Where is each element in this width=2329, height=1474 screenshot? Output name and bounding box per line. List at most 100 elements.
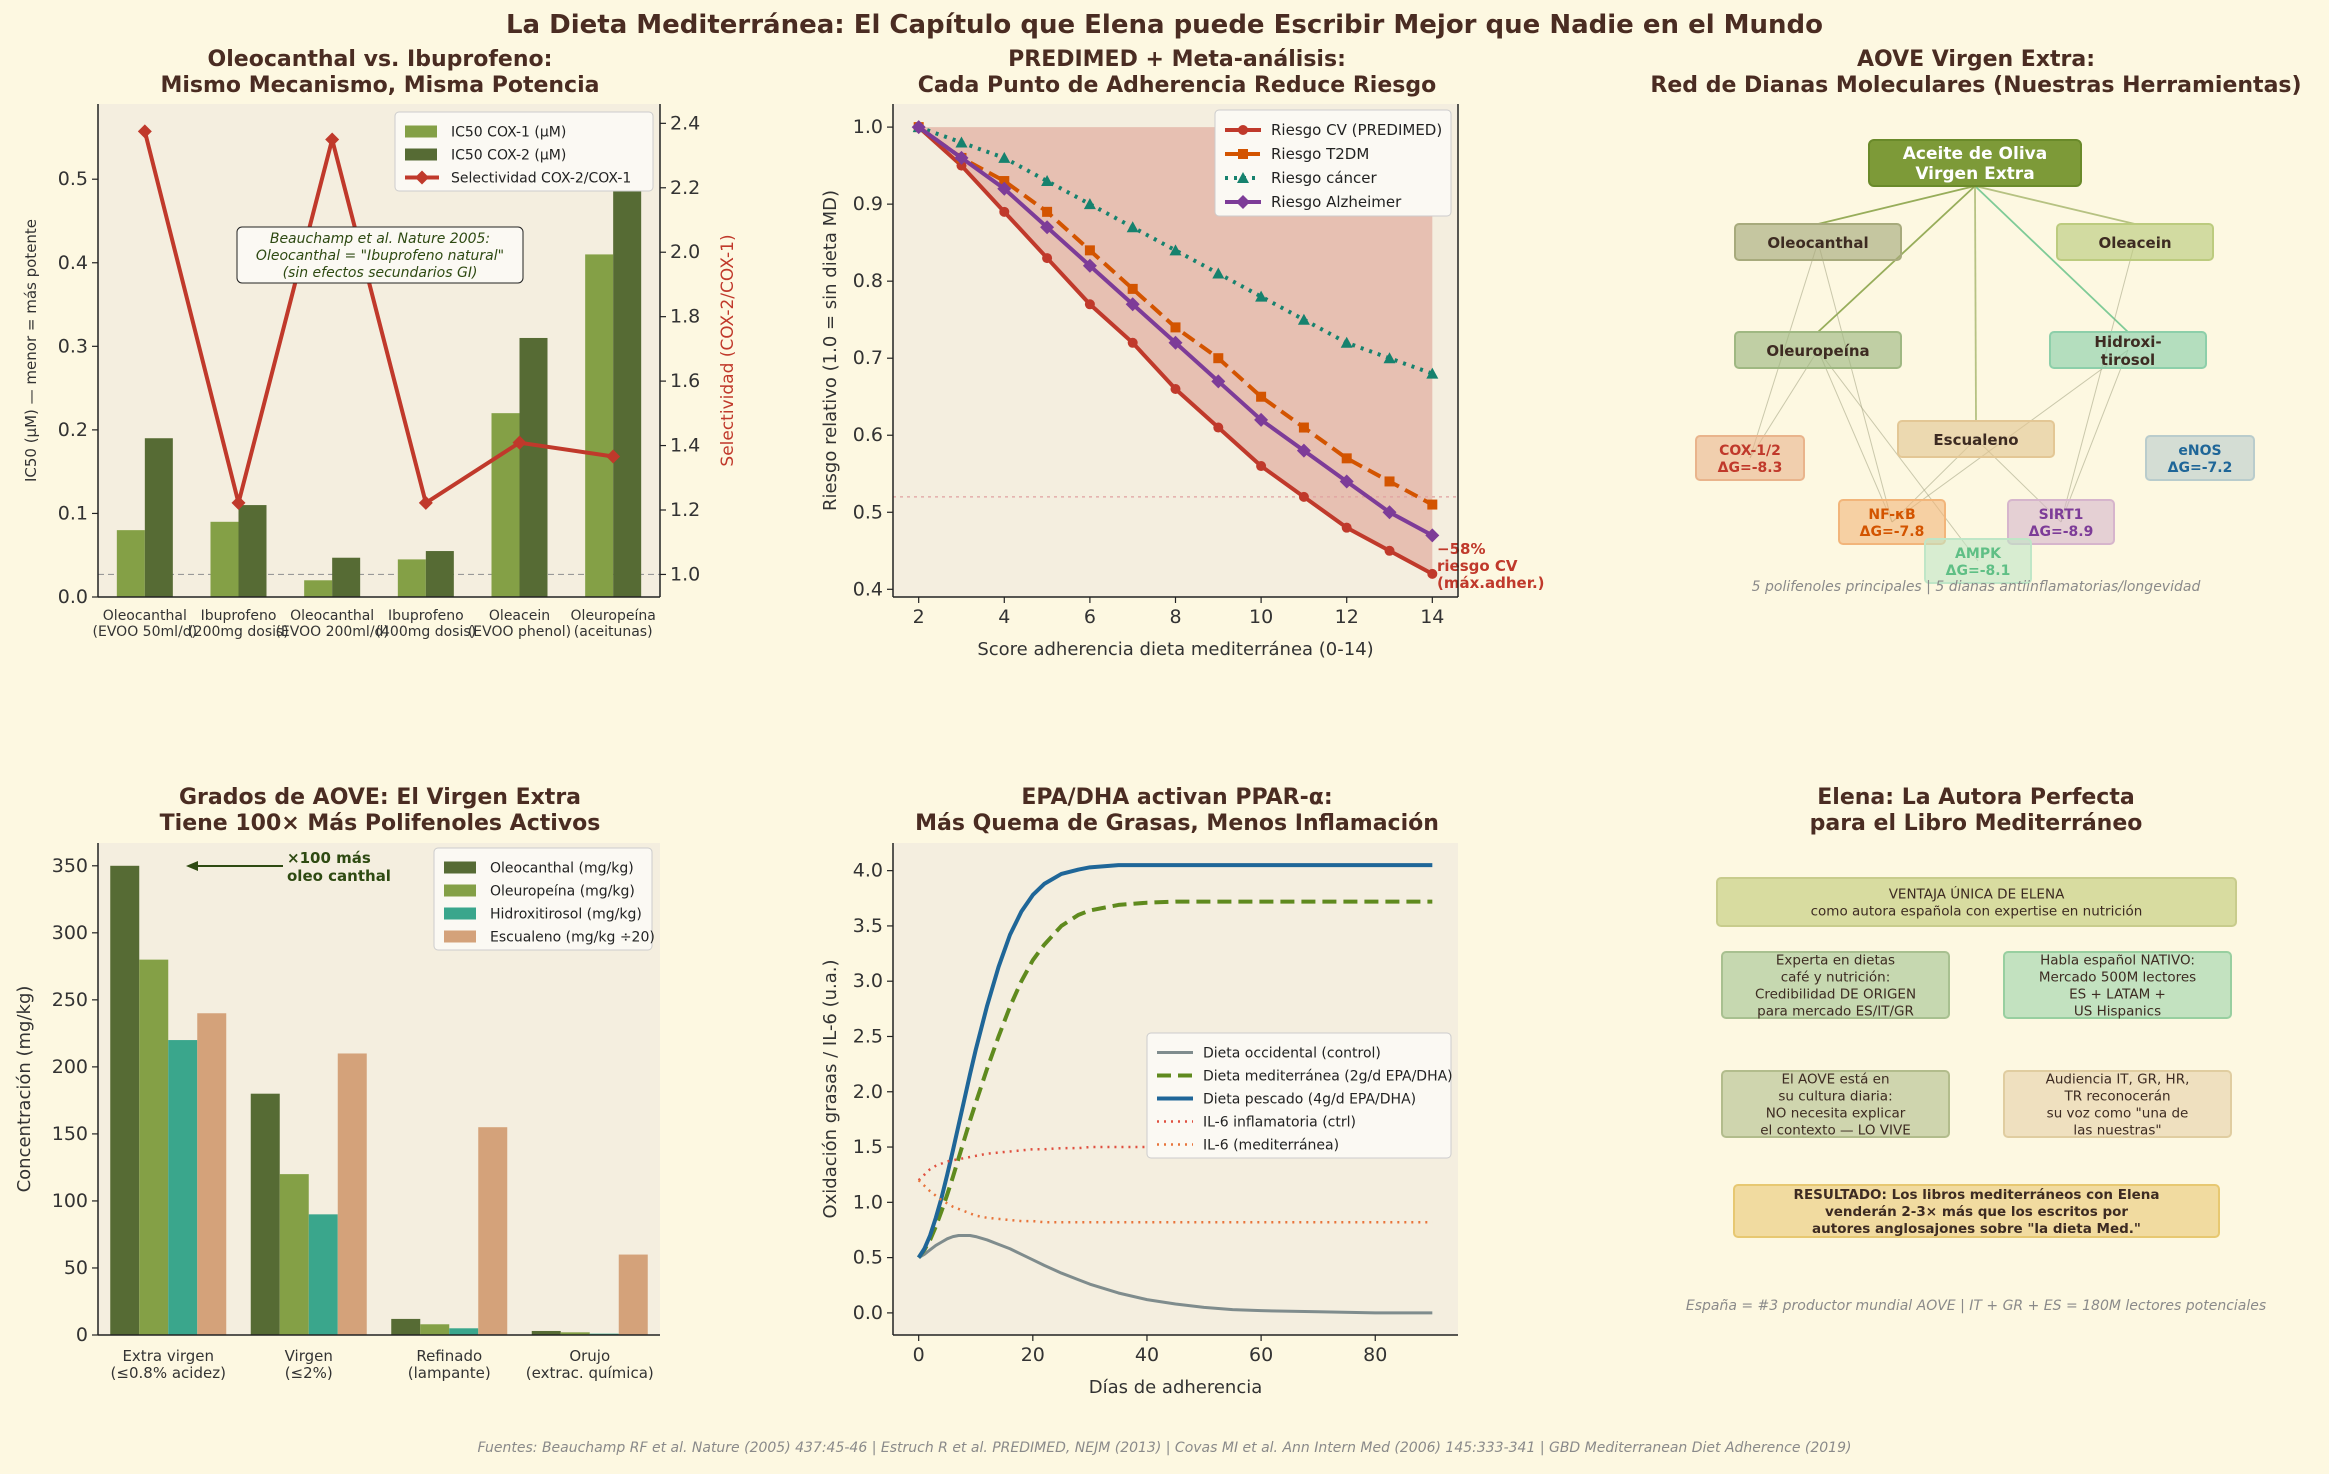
p2-legend-label: Riesgo Alzheimer — [1271, 193, 1402, 211]
p3-target-node — [1695, 435, 1805, 481]
p6-box — [2003, 1070, 2232, 1138]
p2-ytick-label: 0.4 — [853, 578, 883, 600]
p1-category-label: Oleacein — [489, 608, 550, 624]
p4-bar — [449, 1328, 479, 1335]
p4-bar — [337, 1053, 367, 1335]
p4-bar — [478, 1127, 508, 1335]
p2-data-point — [955, 136, 968, 148]
p2-data-point — [997, 181, 1012, 196]
p4-ytick-label: 350 — [52, 855, 88, 877]
p2-data-point — [1255, 290, 1268, 302]
figure-title: La Dieta Mediterránea: El Capítulo que E… — [505, 10, 1824, 40]
p6-box-text: US Hispanics — [2074, 1004, 2161, 1020]
p2-risk-reduction-area — [918, 127, 1433, 574]
p2-data-point — [998, 151, 1011, 163]
p2-data-point — [999, 206, 1010, 217]
p4-bar — [420, 1324, 450, 1335]
p2-ytick-label: 0.8 — [853, 270, 883, 292]
p3-root-node — [1868, 139, 2082, 187]
p4-legend-label: Oleuropeína (mg/kg) — [490, 884, 635, 900]
p5-ytick-label: 0.0 — [853, 1302, 883, 1324]
p2-data-point — [1127, 283, 1138, 294]
p6-box-text: las nuestras" — [2073, 1123, 2161, 1139]
p3-target-node — [2007, 499, 2115, 545]
p4-legend-box — [433, 847, 653, 951]
p2-data-point — [1127, 337, 1138, 348]
p1-annotation-box — [236, 226, 524, 284]
p2-data-point — [1382, 505, 1397, 520]
p4-annotation-arrowhead — [186, 861, 198, 871]
p1-selectivity-point — [137, 124, 152, 139]
p1-ytick-label: 0.3 — [58, 335, 88, 357]
p4-category-label: (≤2%) — [285, 1364, 333, 1382]
p4-legend-swatch — [444, 907, 476, 920]
p4-title: Tiene 100× Más Polifenoles Activos — [160, 811, 601, 836]
p5-ytick-label: 2.0 — [853, 1081, 883, 1103]
p2-data-point — [1384, 545, 1395, 556]
p1-bar-cox2 — [238, 505, 267, 597]
p2-data-point — [954, 150, 969, 165]
p2-data-point — [1340, 336, 1353, 348]
p4-ylabel: Concentración (mg/kg) — [14, 986, 35, 1193]
p2-data-point — [1168, 335, 1183, 350]
p2-data-point — [1213, 353, 1224, 364]
p4-ytick-label: 250 — [52, 989, 88, 1011]
p4-category-label: (≤0.8% acidez) — [111, 1364, 226, 1382]
p1-selectivity-line — [142, 130, 614, 507]
p4-category-label: (extrac. química) — [526, 1364, 654, 1382]
p1-legend-box — [394, 111, 654, 192]
p6-box-text: Habla español NATIVO: — [2040, 953, 2195, 969]
p3-polyphenol-label: Oleuropeína — [1766, 342, 1869, 360]
p6-box-text: VENTAJA ÚNICA DE ELENA — [1889, 885, 2065, 903]
p4-annotation: oleo canthal — [287, 867, 391, 885]
p6-box-text: café y nutrición: — [1781, 970, 1891, 986]
p6-box-text: Audiencia IT, GR, HR, — [2046, 1072, 2190, 1088]
p2-xtick-label: 6 — [1084, 606, 1096, 628]
p4-legend-label: Oleocanthal (mg/kg) — [490, 861, 634, 877]
panel-predimed: −58%riesgo CV(máx.adher.) 0.4 0.5 0.6 0.7 0.8… — [820, 104, 1545, 660]
p4-bar — [250, 1093, 280, 1335]
p2-data-point — [1254, 412, 1269, 427]
p2-legend-box — [1214, 109, 1452, 217]
p3-target-label: AMPK — [1955, 546, 2002, 562]
p3-root-label: Virgen Extra — [1915, 164, 2034, 184]
p6-box-text: Mercado 500M lectores — [2039, 970, 2196, 986]
p6-box-text: NO necesita explicar — [1766, 1106, 1906, 1122]
p2-data-point — [1339, 474, 1354, 489]
p1-bar-cox1 — [210, 521, 239, 597]
p4-bar — [168, 1040, 198, 1335]
p4-bar — [531, 1330, 561, 1335]
p1-category-label: Oleocanthal — [290, 608, 374, 624]
p5-xtick-label: 20 — [1021, 1344, 1045, 1366]
p3-caption: 5 polifenoles principales | 5 dianas ant… — [1752, 579, 2201, 595]
p3-edge — [1974, 185, 2129, 333]
p3-target-label: eNOS — [2178, 443, 2221, 459]
p1-y2tick-label: 1.6 — [670, 370, 700, 392]
p2-data-point — [1042, 253, 1053, 264]
p6-box-text: autores anglosajones sobre "la dieta Med… — [1812, 1221, 2141, 1237]
p2-data-point — [1213, 422, 1224, 433]
p6-title: para el Libro Mediterráneo — [1810, 811, 2143, 836]
p1-category-label: (EVOO 200ml/d) — [275, 624, 388, 640]
p5-ylabel: Oxidación grasas / IL-6 (u.a.) — [820, 959, 841, 1218]
p4-ytick-label: 0 — [76, 1324, 88, 1346]
p1-title: Mismo Mecanismo, Misma Potencia — [160, 73, 599, 98]
p1-annotation-text: (sin efectos secundarios GI) — [283, 265, 478, 281]
p2-data-point — [1427, 499, 1438, 510]
p2-legend-marker — [1237, 172, 1249, 183]
p1-legend-label: IC50 COX-2 (µM) — [451, 148, 566, 164]
p2-data-point — [1383, 352, 1396, 364]
p2-title: PREDIMED + Meta-análisis: — [1008, 47, 1346, 72]
p6-box-text: RESULTADO: Los libros mediterráneos con … — [1794, 1187, 2160, 1203]
p2-data-point — [1125, 297, 1140, 312]
p1-bar-cox2 — [425, 551, 454, 597]
p3-edge-thin — [2060, 349, 2129, 523]
p3-target-label: COX-1/2 — [1719, 443, 1781, 459]
p3-target-node — [1838, 499, 1946, 545]
p2-data-point — [956, 160, 967, 171]
p1-y2tick-label: 2.2 — [670, 177, 700, 199]
p1-selectivity-point — [418, 495, 433, 510]
p1-ytick-label: 0.0 — [58, 586, 88, 608]
